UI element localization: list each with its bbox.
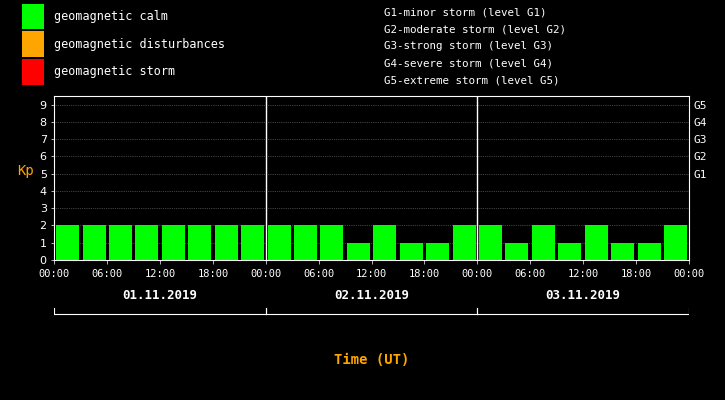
Bar [426,243,450,260]
Bar [294,226,317,260]
Text: G2-moderate storm (level G2): G2-moderate storm (level G2) [384,24,566,34]
Bar [585,226,608,260]
Bar [22,4,44,30]
Bar [136,226,158,260]
Bar [399,243,423,260]
Bar [532,226,555,260]
Bar [162,226,185,260]
Text: G5-extreme storm (level G5): G5-extreme storm (level G5) [384,76,560,86]
Text: geomagnetic calm: geomagnetic calm [54,10,168,23]
Bar [347,243,370,260]
Bar [56,226,79,260]
Text: 03.11.2019: 03.11.2019 [545,289,621,302]
Text: geomagnetic disturbances: geomagnetic disturbances [54,38,225,51]
Bar [22,59,44,85]
Bar [188,226,211,260]
Text: 01.11.2019: 01.11.2019 [123,289,198,302]
Bar [664,226,687,260]
Bar [109,226,132,260]
Bar [558,243,581,260]
Bar [479,226,502,260]
Bar [215,226,238,260]
Text: Time (UT): Time (UT) [334,353,409,367]
Bar [268,226,291,260]
Bar [241,226,264,260]
Bar [373,226,397,260]
Y-axis label: Kp: Kp [17,164,34,178]
Bar [83,226,106,260]
Bar [320,226,344,260]
Bar [452,226,476,260]
Bar [505,243,529,260]
Text: geomagnetic storm: geomagnetic storm [54,65,175,78]
Text: G3-strong storm (level G3): G3-strong storm (level G3) [384,41,553,51]
Text: 02.11.2019: 02.11.2019 [334,289,409,302]
Bar [611,243,634,260]
Bar [637,243,660,260]
Text: G1-minor storm (level G1): G1-minor storm (level G1) [384,7,547,17]
Bar [22,31,44,57]
Text: G4-severe storm (level G4): G4-severe storm (level G4) [384,58,553,68]
